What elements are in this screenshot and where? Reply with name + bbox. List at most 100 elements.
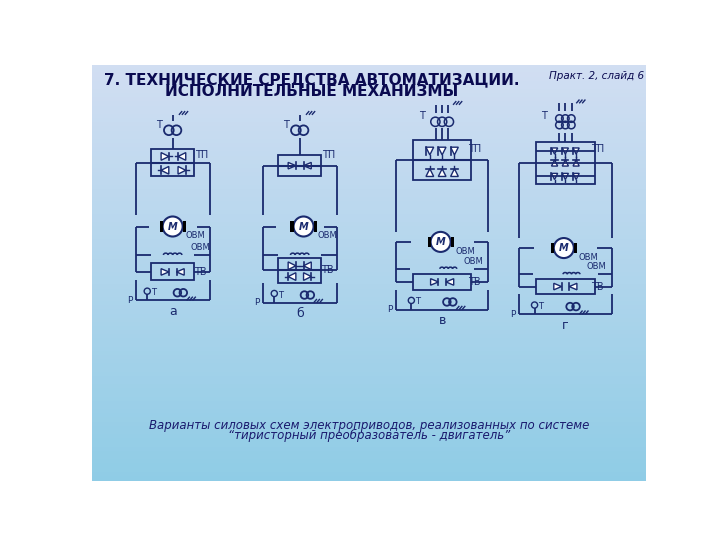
Circle shape (431, 232, 451, 252)
Bar (92, 455, 647, 460)
Polygon shape (426, 168, 433, 177)
Bar (92, 463, 647, 468)
Text: Практ. 2, слайд 6: Практ. 2, слайд 6 (549, 71, 644, 82)
Text: ОВМ: ОВМ (318, 231, 337, 240)
Text: ТВ: ТВ (468, 277, 481, 287)
Bar (92, 189, 647, 194)
Bar (92, 139, 647, 144)
Polygon shape (446, 279, 454, 285)
Bar (92, 176, 647, 181)
Text: Т: Т (415, 298, 420, 307)
Polygon shape (176, 269, 184, 275)
Polygon shape (288, 262, 296, 269)
Bar (92, 160, 647, 165)
Bar (92, 243, 647, 248)
Text: а: а (168, 305, 176, 318)
Text: ТВ: ТВ (591, 281, 604, 292)
Bar (92, 363, 647, 368)
Bar (92, 388, 647, 393)
Bar (92, 417, 647, 422)
Bar (92, 239, 647, 244)
Bar (92, 326, 647, 331)
Bar (92, 471, 647, 476)
Bar (160, 221, 163, 232)
Polygon shape (562, 160, 568, 166)
Bar (92, 372, 647, 377)
Bar (92, 156, 647, 160)
Text: Т: Т (541, 111, 546, 120)
Text: ТП: ТП (195, 150, 209, 160)
Bar (92, 172, 647, 177)
Text: б: б (296, 307, 304, 320)
Bar (92, 447, 647, 451)
Text: Т: Т (539, 302, 543, 311)
Bar (92, 288, 647, 294)
Bar (92, 234, 647, 239)
Bar (92, 210, 647, 214)
Bar (92, 106, 647, 111)
Polygon shape (552, 173, 558, 179)
Circle shape (554, 238, 574, 258)
Bar (92, 393, 647, 397)
Bar (92, 126, 647, 131)
Bar (183, 221, 186, 232)
Polygon shape (451, 168, 459, 177)
Text: 7. ТЕХНИЧЕСКИЕ СРЕДСТВА АВТОМАТИЗАЦИИ.: 7. ТЕХНИЧЕСКИЕ СРЕДСТВА АВТОМАТИЗАЦИИ. (104, 73, 519, 87)
Bar (92, 276, 647, 281)
Text: Т: Т (278, 291, 283, 300)
Text: ТП: ТП (591, 145, 604, 154)
Text: Т: Т (419, 111, 425, 122)
Polygon shape (288, 273, 296, 280)
Bar (290, 221, 294, 232)
Polygon shape (552, 148, 558, 154)
Polygon shape (573, 173, 579, 179)
Text: ОВМ: ОВМ (455, 247, 475, 255)
Polygon shape (161, 269, 168, 275)
Text: М: М (559, 243, 569, 253)
Polygon shape (573, 148, 579, 154)
Bar (92, 251, 647, 256)
Bar (413, 274, 472, 289)
Bar (92, 384, 647, 389)
Bar (92, 322, 647, 327)
Bar (92, 114, 647, 119)
Text: Р: Р (387, 305, 392, 314)
Bar (92, 205, 647, 211)
Bar (92, 64, 647, 69)
Bar (92, 305, 647, 310)
Bar (92, 72, 647, 77)
Bar (314, 221, 317, 232)
Bar (92, 301, 647, 306)
Bar (92, 318, 647, 322)
Bar (92, 397, 647, 402)
Bar (92, 264, 647, 268)
Polygon shape (562, 173, 568, 179)
Bar (92, 102, 647, 106)
Bar (92, 334, 647, 339)
Text: Т: Т (283, 120, 289, 130)
Polygon shape (451, 147, 459, 155)
Bar (92, 309, 647, 314)
Bar (92, 255, 647, 260)
Polygon shape (438, 168, 446, 177)
Bar (278, 258, 321, 283)
Bar (92, 147, 647, 152)
Bar (92, 218, 647, 223)
Bar (92, 342, 647, 348)
Bar (92, 231, 647, 235)
Text: М: М (299, 221, 308, 232)
Text: ОВМ: ОВМ (191, 243, 210, 252)
Bar (92, 434, 647, 439)
Bar (92, 110, 647, 114)
Bar (413, 140, 472, 180)
Text: Варианты силовых схем электроприводов, реализованных по системе: Варианты силовых схем электроприводов, р… (149, 418, 589, 431)
Polygon shape (426, 147, 433, 155)
Bar (92, 247, 647, 252)
Polygon shape (304, 163, 311, 169)
Polygon shape (431, 279, 438, 285)
Bar (92, 280, 647, 285)
Bar (551, 243, 554, 253)
Bar (92, 97, 647, 102)
Bar (92, 330, 647, 335)
Bar (92, 368, 647, 373)
